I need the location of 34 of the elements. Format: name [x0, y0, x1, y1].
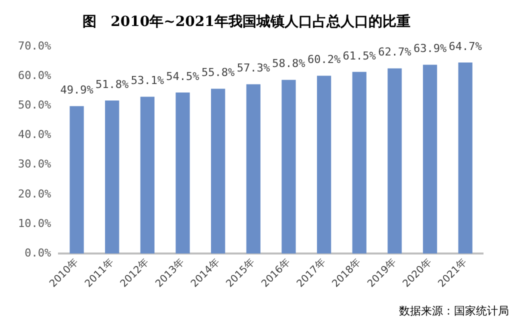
source-note: 数据来源：国家统计局 [399, 304, 509, 318]
chart-title: 图 2010年~2021年我国城镇人口占总人口的比重 [82, 14, 410, 30]
bar [70, 106, 84, 254]
bar [282, 80, 296, 254]
bar [352, 72, 366, 254]
y-tick-label: 70.0% [18, 40, 52, 53]
data-label: 49.9% [60, 83, 94, 96]
bar [458, 62, 472, 254]
y-tick-label: 20.0% [18, 187, 52, 200]
data-label: 61.5% [342, 49, 376, 62]
data-label: 63.9% [413, 42, 447, 56]
bar [388, 68, 402, 254]
y-tick-label: 0.0% [24, 246, 52, 260]
data-label: 64.7% [448, 40, 482, 53]
y-tick-label: 60.0% [18, 69, 52, 82]
y-tick-label: 40.0% [18, 128, 52, 142]
y-tick-label: 10.0% [18, 216, 52, 230]
bar [105, 100, 120, 254]
bar [140, 96, 154, 254]
bar [316, 76, 332, 254]
data-label: 62.7% [378, 46, 412, 59]
bar [211, 88, 226, 254]
data-label: 54.5% [166, 70, 200, 83]
bar [246, 84, 260, 254]
data-label: 51.8% [96, 78, 130, 91]
data-label: 60.2% [307, 53, 341, 66]
y-tick-label: 50.0% [18, 98, 52, 112]
bar [176, 92, 190, 254]
data-label: 55.8% [202, 66, 235, 80]
data-label: 57.3% [236, 62, 270, 75]
data-label: 58.8% [272, 57, 306, 70]
data-label: 53.1% [130, 74, 164, 88]
bar [422, 64, 438, 254]
y-tick-label: 30.0% [18, 158, 52, 171]
